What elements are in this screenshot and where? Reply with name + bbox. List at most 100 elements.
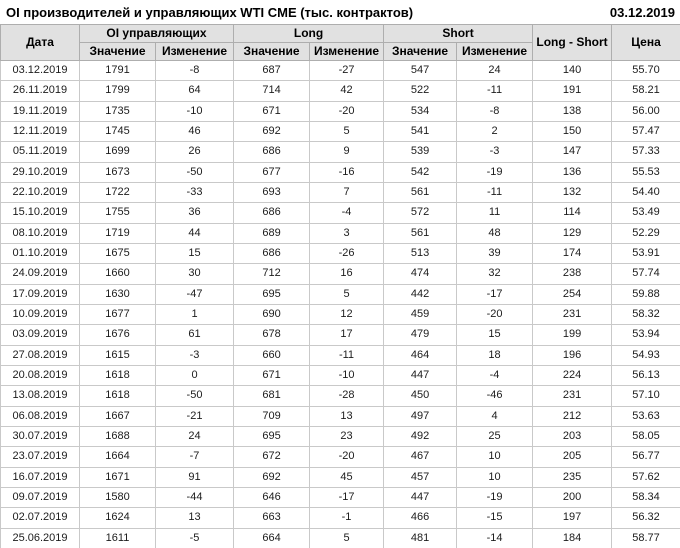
cell-date: 03.09.2019 xyxy=(0,324,80,346)
cell-long-change: 7 xyxy=(309,181,385,204)
cell-long-value: 690 xyxy=(233,303,311,326)
cell-date: 05.11.2019 xyxy=(0,141,80,163)
cell-oi-change: -47 xyxy=(154,283,235,305)
table-row: 27.08.2019 1615 -3 660 -11 464 18 196 54.93 xyxy=(0,344,680,366)
table-row: 12.11.2019 1745 46 692 5 541 2 150 57.47 xyxy=(0,120,680,143)
cell-oi-change: 13 xyxy=(154,507,235,529)
table-row: 19.11.2019 1735 -10 671 -20 534 -8 138 56.00 xyxy=(0,100,680,122)
column-header-long-change: Изменение xyxy=(309,42,385,61)
cell-long-short: 191 xyxy=(532,80,613,102)
cell-oi-value: 1664 xyxy=(79,446,156,468)
table-row: 09.07.2019 1580 -44 646 -17 447 -19 200 58.34 xyxy=(0,486,680,509)
cell-short-value: 447 xyxy=(383,486,458,509)
cell-oi-change: 46 xyxy=(154,120,235,143)
cell-date: 19.11.2019 xyxy=(0,100,80,122)
cell-price: 58.34 xyxy=(611,486,680,509)
cell-oi-value: 1630 xyxy=(79,283,156,305)
cell-short-change: 4 xyxy=(456,405,534,427)
cell-short-value: 450 xyxy=(383,385,458,407)
column-header-date: Дата xyxy=(0,24,80,61)
cell-price: 54.93 xyxy=(611,344,680,366)
cell-oi-change: 24 xyxy=(154,425,235,448)
cell-long-short: 138 xyxy=(532,100,613,122)
cell-price: 52.29 xyxy=(611,222,680,244)
cell-long-value: 672 xyxy=(233,446,311,468)
cell-long-change: -27 xyxy=(309,59,385,82)
cell-short-value: 542 xyxy=(383,161,458,183)
cell-date: 02.07.2019 xyxy=(0,507,80,529)
cell-price: 57.33 xyxy=(611,141,680,163)
cell-short-value: 466 xyxy=(383,507,458,529)
cell-long-value: 686 xyxy=(233,141,311,163)
cell-oi-change: 91 xyxy=(154,466,235,488)
cell-long-short: 140 xyxy=(532,59,613,82)
column-header-short-change: Изменение xyxy=(456,42,534,61)
cell-price: 58.05 xyxy=(611,425,680,448)
cell-long-value: 681 xyxy=(233,385,311,407)
column-group-long: Long xyxy=(233,24,385,43)
cell-short-change: -46 xyxy=(456,385,534,407)
cell-long-value: 664 xyxy=(233,527,311,548)
table-row: 15.10.2019 1755 36 686 -4 572 11 114 53.49 xyxy=(0,202,680,224)
cell-price: 56.77 xyxy=(611,446,680,468)
column-group-oi: OI управляющих xyxy=(78,24,235,43)
cell-long-value: 689 xyxy=(233,222,311,244)
cell-long-value: 686 xyxy=(233,202,311,224)
cell-oi-change: -50 xyxy=(154,385,235,407)
cell-long-value: 671 xyxy=(233,100,311,122)
cell-long-short: 132 xyxy=(532,181,613,204)
cell-date: 25.06.2019 xyxy=(0,527,80,548)
cell-oi-value: 1618 xyxy=(79,364,156,387)
cell-long-value: 693 xyxy=(233,181,311,204)
column-header-oi-change: Изменение xyxy=(154,42,235,61)
cell-price: 55.53 xyxy=(611,161,680,183)
cell-oi-value: 1673 xyxy=(79,161,156,183)
cell-oi-value: 1722 xyxy=(79,181,156,204)
cell-date: 08.10.2019 xyxy=(0,222,80,244)
table-row: 16.07.2019 1671 91 692 45 457 10 235 57.62 xyxy=(0,466,680,488)
cell-short-change: -17 xyxy=(456,283,534,305)
cell-long-change: 17 xyxy=(309,324,385,346)
table-row: 05.11.2019 1699 26 686 9 539 -3 147 57.33 xyxy=(0,141,680,163)
cell-short-value: 457 xyxy=(383,466,458,488)
cell-date: 10.09.2019 xyxy=(0,303,80,326)
cell-short-value: 572 xyxy=(383,202,458,224)
cell-short-value: 539 xyxy=(383,141,458,163)
cell-short-change: 11 xyxy=(456,202,534,224)
cell-long-change: -10 xyxy=(309,364,385,387)
cell-oi-change: 15 xyxy=(154,242,235,265)
cell-long-change: -4 xyxy=(309,202,385,224)
cell-date: 09.07.2019 xyxy=(0,486,80,509)
cell-short-change: -14 xyxy=(456,527,534,548)
cell-short-value: 534 xyxy=(383,100,458,122)
cell-date: 15.10.2019 xyxy=(0,202,80,224)
table-row: 03.12.2019 1791 -8 687 -27 547 24 140 55.70 xyxy=(0,59,680,82)
cell-oi-change: 1 xyxy=(154,303,235,326)
cell-long-value: 677 xyxy=(233,161,311,183)
cell-short-change: -11 xyxy=(456,80,534,102)
table-row: 25.06.2019 1611 -5 664 5 481 -14 184 58.77 xyxy=(0,527,680,548)
cell-oi-value: 1615 xyxy=(79,344,156,366)
cell-short-value: 541 xyxy=(383,120,458,143)
cell-short-change: 10 xyxy=(456,446,534,468)
cell-long-short: 254 xyxy=(532,283,613,305)
cell-oi-value: 1671 xyxy=(79,466,156,488)
cell-long-short: 231 xyxy=(532,385,613,407)
table-row: 24.09.2019 1660 30 712 16 474 32 238 57.74 xyxy=(0,263,680,285)
cell-oi-value: 1580 xyxy=(79,486,156,509)
cell-long-value: 712 xyxy=(233,263,311,285)
cell-price: 56.13 xyxy=(611,364,680,387)
cell-long-short: 184 xyxy=(532,527,613,548)
cell-oi-value: 1688 xyxy=(79,425,156,448)
cell-price: 53.91 xyxy=(611,242,680,265)
table-row: 13.08.2019 1618 -50 681 -28 450 -46 231 57.10 xyxy=(0,385,680,407)
cell-long-short: 231 xyxy=(532,303,613,326)
cell-short-change: -4 xyxy=(456,364,534,387)
cell-long-change: 3 xyxy=(309,222,385,244)
cell-date: 13.08.2019 xyxy=(0,385,80,407)
cell-short-change: 32 xyxy=(456,263,534,285)
table-row: 23.07.2019 1664 -7 672 -20 467 10 205 56.77 xyxy=(0,446,680,468)
cell-short-value: 447 xyxy=(383,364,458,387)
cell-long-change: 16 xyxy=(309,263,385,285)
cell-long-short: 129 xyxy=(532,222,613,244)
